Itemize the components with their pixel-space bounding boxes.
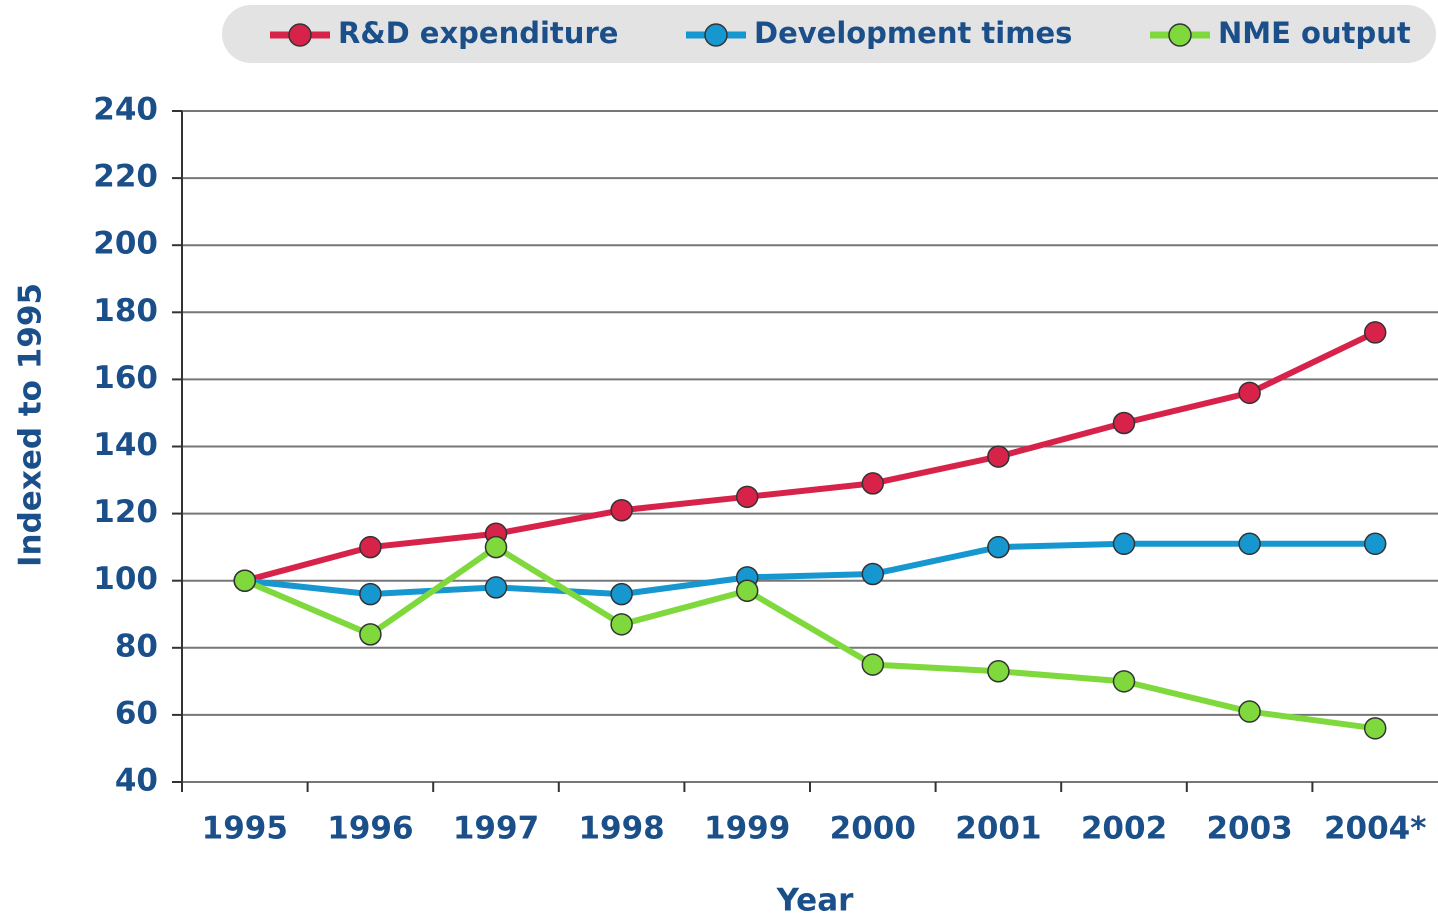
data-point — [1238, 381, 1261, 405]
data-point — [861, 472, 885, 495]
data-point — [610, 613, 633, 636]
y-tick-label: 120 — [93, 494, 158, 530]
y-tick-label: 180 — [93, 293, 158, 329]
legend-label: NME output — [1218, 16, 1411, 50]
x-tick-label: 1999 — [704, 811, 790, 847]
data-point — [987, 445, 1010, 468]
x-axis-title: Year — [776, 883, 855, 919]
y-tick-label: 100 — [93, 561, 158, 597]
data-point — [861, 653, 885, 676]
x-tick-label: 2002 — [1081, 811, 1167, 847]
y-tick-label: 40 — [115, 763, 158, 799]
data-point — [610, 498, 633, 522]
data-point — [987, 535, 1010, 559]
data-point — [1363, 717, 1387, 740]
data-point — [1363, 532, 1387, 556]
data-point — [861, 562, 885, 586]
y-tick-label: 200 — [93, 226, 158, 262]
data-point — [735, 485, 759, 509]
data-point — [359, 535, 382, 559]
x-tick-label: 1996 — [327, 811, 413, 847]
series-line — [244, 540, 1376, 598]
x-tick-label: 1995 — [202, 811, 288, 847]
data-point — [359, 582, 382, 606]
y-tick-label: 220 — [93, 159, 158, 195]
data-point — [484, 576, 508, 599]
data-point — [987, 660, 1010, 683]
data-point — [359, 623, 382, 646]
x-tick-label: 2000 — [830, 811, 916, 847]
data-point — [233, 569, 257, 592]
series-line — [244, 329, 1377, 584]
y-tick-label: 80 — [115, 628, 158, 664]
legend-label: R&D expenditure — [338, 16, 618, 50]
legend-swatch-marker — [704, 23, 728, 47]
data-point — [1238, 700, 1261, 723]
y-tick-label: 240 — [93, 92, 158, 128]
data-point — [484, 535, 508, 559]
y-axis-title: Indexed to 1995 — [13, 283, 49, 567]
data-point — [1112, 411, 1136, 435]
legend-swatch-marker — [288, 23, 312, 47]
y-tick-label: 60 — [115, 695, 158, 731]
data-point — [735, 579, 759, 603]
data-point — [1112, 532, 1136, 556]
data-point — [1112, 670, 1136, 693]
x-tick-label: 1998 — [578, 811, 664, 847]
x-tick-label: 2003 — [1206, 811, 1292, 847]
legend-box — [222, 5, 1436, 63]
x-tick-label: 2001 — [955, 811, 1041, 847]
x-tick-label: 2004* — [1324, 811, 1427, 847]
data-point — [1363, 321, 1387, 344]
legend-label: Development times — [754, 16, 1072, 50]
data-point — [1238, 532, 1261, 556]
x-tick-label: 1997 — [453, 811, 539, 847]
series-line — [243, 544, 1376, 732]
y-tick-label: 140 — [93, 427, 158, 463]
y-tick-label: 160 — [93, 360, 158, 396]
legend-swatch-marker — [1168, 23, 1192, 47]
data-point — [610, 582, 633, 606]
